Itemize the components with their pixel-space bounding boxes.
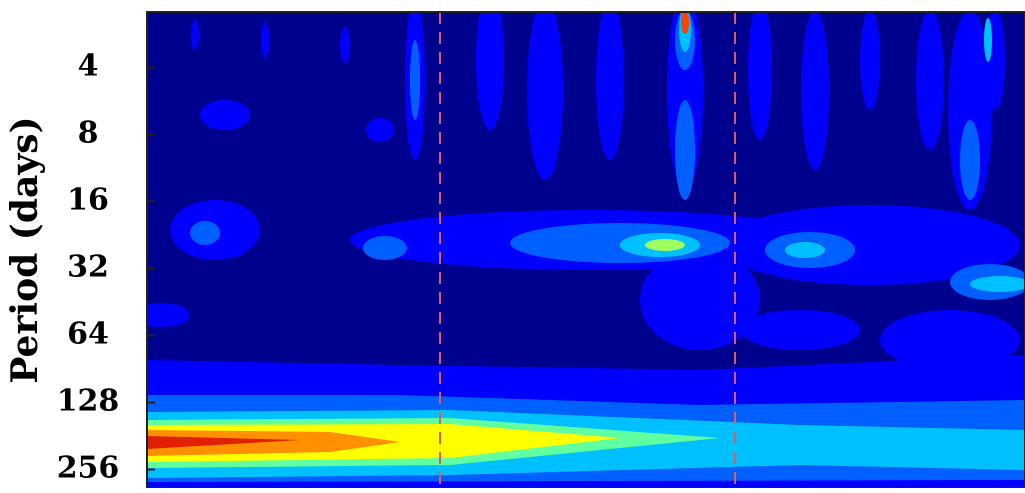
y-tick-label: 4: [78, 49, 99, 84]
contour-region: [147, 436, 300, 449]
y-tick-label: 128: [57, 384, 120, 419]
y-tick-label: 8: [78, 116, 99, 151]
contour-region: [645, 239, 685, 251]
y-tick-label: 256: [57, 451, 120, 486]
y-axis-label: Period (days): [4, 116, 46, 383]
y-tick-label: 64: [67, 317, 109, 352]
contour-region: [681, 12, 689, 34]
contour-field: [147, 12, 1025, 488]
y-tick-label: 16: [67, 183, 109, 218]
contour-region: [147, 430, 400, 456]
y-tick-label: 32: [67, 250, 109, 285]
